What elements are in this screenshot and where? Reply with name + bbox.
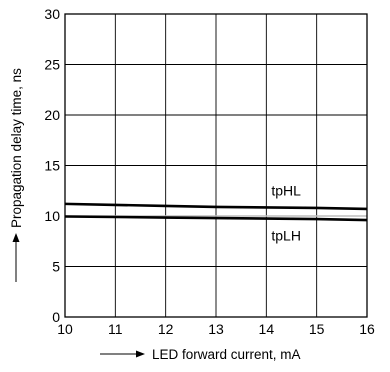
x-tick-label: 12	[158, 321, 174, 337]
x-tick-label: 11	[108, 321, 123, 337]
y-axis-arrow-icon	[12, 233, 20, 242]
y-axis-title: Propagation delay time, ns	[9, 68, 24, 228]
series-label-tpLH: tpLH	[271, 228, 301, 244]
y-tick-labels: 0 5 10 15 20 25 30	[44, 6, 60, 325]
series-lines	[64, 202, 368, 222]
y-tick-label: 20	[44, 107, 60, 123]
y-axis-title-group: Propagation delay time, ns	[9, 68, 24, 282]
y-tick-label: 0	[52, 309, 60, 325]
grid	[64, 13, 368, 318]
y-tick-label: 10	[44, 208, 60, 224]
x-tick-label: 15	[309, 321, 325, 337]
x-tick-label: 13	[208, 321, 224, 337]
x-axis-title-group: LED forward current, mA	[100, 347, 301, 362]
x-axis-arrow-icon	[136, 350, 145, 358]
plot-frame	[64, 13, 368, 318]
y-tick-label: 25	[44, 57, 60, 73]
series-line-tpLH	[64, 215, 368, 222]
x-tick-label: 16	[359, 321, 375, 337]
y-tick-label: 15	[44, 158, 60, 174]
x-axis-title: LED forward current, mA	[152, 347, 301, 362]
series-label-tpHL: tpHL	[271, 182, 301, 198]
x-tick-label: 14	[259, 321, 275, 337]
y-tick-label: 30	[44, 6, 60, 22]
x-tick-labels: 10 11 12 13 14 15 16	[57, 321, 375, 337]
series-line-tpHL	[64, 202, 368, 211]
series-labels: tpHL tpLH	[271, 182, 301, 243]
x-tick-label: 10	[57, 321, 73, 337]
y-tick-label: 5	[52, 259, 60, 275]
